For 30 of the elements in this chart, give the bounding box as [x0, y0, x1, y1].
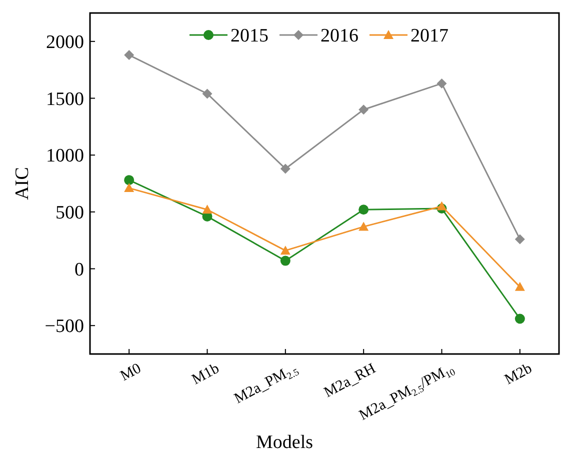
point: [280, 164, 290, 174]
y-axis-title: AIC: [12, 167, 33, 200]
point: [124, 175, 134, 186]
x-tick-label: M1b: [190, 360, 222, 388]
y-tick-label: 1500: [46, 88, 84, 110]
point: [358, 204, 369, 215]
point: [514, 314, 525, 324]
y-tick-label: 1000: [46, 146, 84, 167]
point: [280, 256, 290, 266]
y-tick-label: −500: [44, 316, 84, 338]
y-tick-label: 2000: [46, 32, 84, 54]
y-tick-label: 500: [56, 202, 84, 224]
point: [358, 104, 369, 115]
x-tick-label: M2b: [502, 360, 535, 388]
point: [436, 201, 447, 210]
legend-label: 2016: [320, 26, 358, 47]
point: [202, 204, 212, 214]
point: [514, 282, 525, 291]
legend-label: 2015: [230, 26, 268, 47]
point: [124, 183, 134, 192]
point: [514, 234, 525, 244]
y-tick-label: 0: [74, 259, 84, 280]
point: [124, 50, 134, 60]
x-axis-title: Models: [256, 432, 313, 452]
point: [358, 222, 369, 231]
point: [280, 246, 290, 255]
legend-label: 2017: [410, 26, 448, 47]
point: [436, 78, 447, 88]
point: [202, 88, 212, 99]
x-tick-label: M0: [118, 360, 144, 385]
